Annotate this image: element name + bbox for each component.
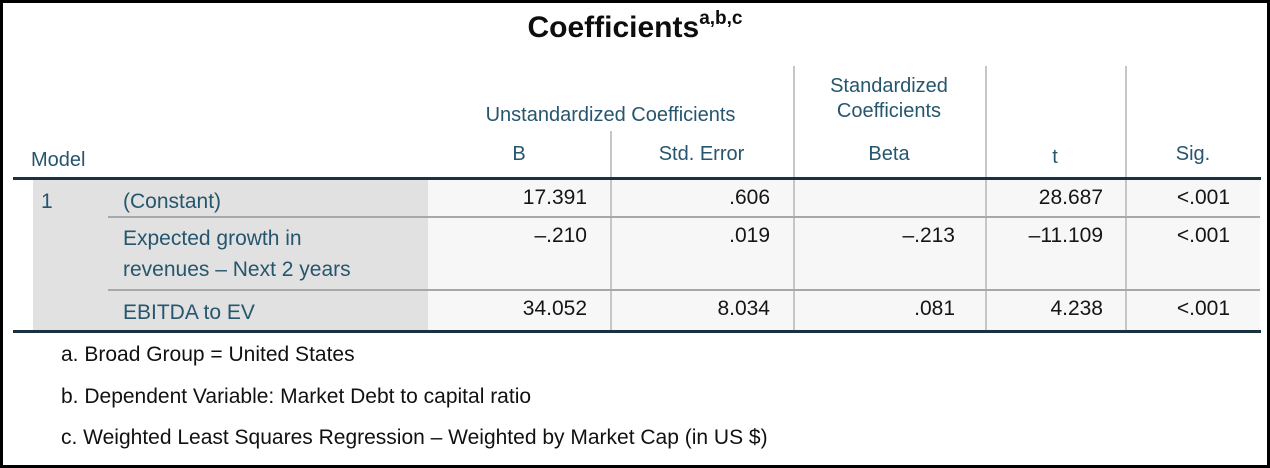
row-label-constant: (Constant) (123, 190, 222, 213)
header-divider-b-stderror (610, 131, 612, 178)
cell-std-error-row1: .606 (729, 186, 770, 209)
header-divider-t-sig (1125, 66, 1127, 178)
data-cells-panel (428, 180, 1260, 330)
cell-sig-row3: <.001 (1176, 297, 1230, 320)
cell-beta-row3: .081 (914, 297, 955, 320)
model-number: 1 (41, 190, 53, 213)
footnote-a: a. Broad Group = United States (61, 343, 355, 366)
column-divider-b-stderror (610, 180, 612, 330)
footnote-b: b. Dependent Variable: Market Debt to ca… (61, 385, 532, 408)
cell-std-error-row2: .019 (729, 224, 770, 247)
column-header-std-error: Std. Error (658, 143, 745, 165)
column-group-standardized-line2: Coefficients (836, 100, 942, 122)
column-divider-beta-t (985, 180, 987, 330)
row-divider-2 (108, 289, 1260, 291)
coefficients-table: Model Unstandardized Coefficients B Std.… (13, 65, 1261, 333)
row-divider-1 (108, 216, 1260, 218)
column-header-model: Model (31, 149, 86, 171)
column-group-unstandardized: Unstandardized Coefficients (485, 104, 736, 126)
cell-b-row3: 34.052 (522, 297, 587, 320)
cell-beta-row2: –.213 (902, 224, 955, 247)
column-divider-stderror-beta (793, 180, 795, 330)
column-group-standardized-line1: Standardized (830, 75, 948, 97)
cell-t-row1: 28.687 (1038, 186, 1103, 209)
column-divider-t-sig (1125, 180, 1127, 330)
cell-sig-row1: <.001 (1176, 186, 1230, 209)
row-label-panel (33, 180, 428, 330)
column-header-sig: Sig. (1175, 143, 1211, 165)
table-title-text: Coefficients (527, 11, 700, 44)
cell-sig-row2: <.001 (1176, 224, 1230, 247)
cell-t-row2: –11.109 (1028, 224, 1103, 247)
cell-b-row2: –.210 (534, 224, 587, 247)
footnote-c: c. Weighted Least Squares Regression – W… (61, 426, 768, 449)
table-title: Coefficientsa,b,c (3, 8, 1267, 45)
table-title-superscript: a,b,c (699, 8, 743, 29)
column-header-b: B (512, 143, 526, 165)
row-label-ebitda-to-ev: EBITDA to EV (123, 301, 255, 324)
cell-b-row1: 17.391 (522, 186, 587, 209)
header-divider-beta-t (985, 66, 987, 178)
column-header-beta: Beta (868, 143, 910, 165)
row-label-expected-growth: Expected growth in revenues – Next 2 yea… (123, 227, 351, 281)
table-bottom-rule (13, 330, 1261, 333)
header-divider-stderror-beta (793, 66, 795, 178)
cell-t-row3: 4.238 (1050, 297, 1103, 320)
cell-std-error-row3: 8.034 (717, 297, 770, 320)
header-bottom-rule (13, 177, 1261, 180)
column-header-t: t (1052, 146, 1058, 168)
column-group-standardized: Standardized Coefficients (793, 74, 985, 124)
